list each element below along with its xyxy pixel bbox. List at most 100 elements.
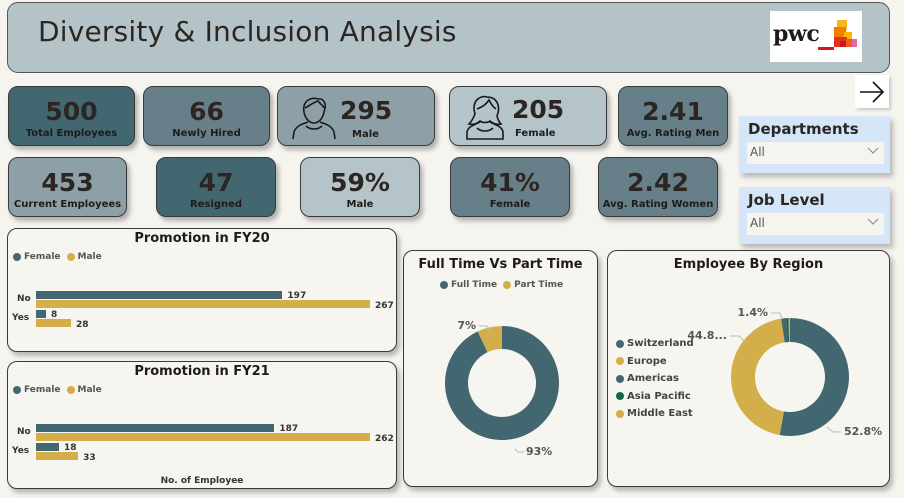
category-label: No bbox=[17, 294, 31, 304]
slicer-title: Departments bbox=[748, 120, 859, 138]
chart-legend: Female Male bbox=[13, 252, 102, 262]
legend-dot bbox=[616, 374, 624, 383]
legend-label: Asia Pacific bbox=[627, 390, 691, 402]
kpi-label: Resigned bbox=[189, 199, 243, 210]
legend-label-male: Male bbox=[77, 385, 102, 395]
leader-line bbox=[826, 426, 841, 433]
leader-line bbox=[730, 335, 746, 343]
departments-dropdown[interactable]: All bbox=[747, 142, 884, 164]
bar-female-yes bbox=[36, 443, 59, 451]
job-level-dropdown[interactable]: All bbox=[747, 213, 884, 235]
kpi-label: Male bbox=[346, 199, 374, 210]
legend-dot bbox=[616, 339, 624, 348]
header-banner: Diversity & Inclusion Analysis bbox=[7, 2, 890, 73]
data-label: 52.8% bbox=[844, 425, 882, 438]
kpi-label: Avg. Rating Women bbox=[602, 199, 714, 210]
kpi-avg-rating-women: 2.42 Avg. Rating Women bbox=[598, 157, 718, 217]
departments-slicer: Departments All bbox=[739, 116, 890, 173]
kpi-current-employees: 453 Current Employees bbox=[8, 157, 127, 217]
chart-title: Full Time Vs Part Time bbox=[418, 257, 583, 272]
logo-block bbox=[846, 39, 852, 47]
female-person-icon bbox=[466, 95, 504, 140]
kpi-value: 2.42 bbox=[627, 168, 689, 197]
legend-dot-female bbox=[13, 386, 21, 394]
chart-title: Promotion in FY21 bbox=[134, 364, 270, 379]
kpi-value: 453 bbox=[41, 168, 94, 197]
kpi-value: 2.41 bbox=[642, 97, 704, 126]
kpi-avg-rating-men: 2.41 Avg. Rating Men bbox=[618, 86, 728, 146]
kpi-resigned: 47 Resigned bbox=[156, 157, 276, 217]
slice-americas bbox=[781, 318, 788, 343]
bar-female-no bbox=[36, 291, 283, 299]
legend-dot-full-time bbox=[440, 281, 448, 289]
legend-dot-male bbox=[66, 253, 75, 261]
category-label: Yes bbox=[12, 446, 30, 456]
kpi-newly-hired: 66 Newly Hired bbox=[143, 86, 270, 146]
kpi-female-percent: 41% Female bbox=[450, 157, 570, 217]
data-label: 33 bbox=[83, 453, 96, 463]
x-axis-title: No. of Employee bbox=[160, 476, 244, 486]
job-level-slicer: Job Level All bbox=[739, 187, 890, 244]
leader-line bbox=[514, 448, 524, 453]
data-label: 7% bbox=[457, 319, 476, 332]
bar-male-no bbox=[36, 300, 370, 308]
slice-full-time bbox=[445, 326, 559, 440]
category-label: No bbox=[17, 427, 31, 437]
region-legend: Switzerland Europe Americas Asia Pacific Mid… bbox=[616, 335, 694, 423]
legend-dot bbox=[616, 357, 624, 366]
data-label: 197 bbox=[287, 291, 307, 301]
data-label: 18 bbox=[63, 443, 77, 453]
legend-label-male: Male bbox=[77, 252, 102, 262]
logo-underline bbox=[818, 47, 834, 50]
category-label: Yes bbox=[12, 313, 30, 323]
slice-switzerland bbox=[779, 318, 850, 436]
kpi-label: Male bbox=[352, 129, 379, 140]
pwc-logo: pwc bbox=[770, 11, 862, 62]
kpi-total-employees: 500 Total Employees bbox=[8, 86, 135, 146]
kpi-value: 500 bbox=[45, 97, 98, 126]
legend-item-americas: Americas bbox=[616, 370, 694, 388]
data-label: 93% bbox=[526, 445, 552, 458]
chart-legend: Full Time Part Time bbox=[440, 280, 563, 290]
page-title: Diversity & Inclusion Analysis bbox=[38, 15, 457, 48]
promotion-fy21-chart: Promotion in FY21 Female Male No. of Emp… bbox=[7, 361, 397, 489]
kpi-value: 41% bbox=[480, 168, 540, 197]
legend-dot-part-time bbox=[503, 281, 512, 289]
data-label: 1.4% bbox=[737, 306, 768, 319]
bar-female-yes bbox=[36, 310, 46, 318]
legend-label: Americas bbox=[627, 373, 679, 385]
logo-block bbox=[852, 39, 857, 47]
legend-label-female: Female bbox=[24, 252, 61, 262]
leader-line bbox=[479, 325, 491, 332]
promotion-fy20-chart: Promotion in FY20 Female Male No 197 267 Ye… bbox=[7, 228, 397, 352]
bar-male-yes bbox=[36, 319, 72, 327]
data-label: 262 bbox=[375, 434, 394, 444]
bar-female-no bbox=[36, 424, 275, 432]
kpi-value: 66 bbox=[189, 97, 224, 126]
kpi-label: Current Employees bbox=[13, 199, 122, 210]
kpi-label: Avg. Rating Men bbox=[626, 128, 720, 139]
legend-label: Switzerland bbox=[627, 338, 694, 350]
legend-label-full-time: Full Time bbox=[451, 280, 498, 290]
data-label: 267 bbox=[375, 301, 394, 311]
logo-block bbox=[840, 41, 846, 47]
legend-dot bbox=[616, 392, 624, 401]
dropdown-value: All bbox=[750, 216, 765, 230]
chevron-down-icon bbox=[867, 218, 879, 225]
kpi-label: Newly Hired bbox=[172, 128, 241, 139]
slicer-title: Job Level bbox=[748, 191, 825, 209]
legend-item-switzerland: Switzerland bbox=[616, 335, 694, 353]
arrow-right-icon bbox=[860, 80, 885, 103]
next-page-button[interactable] bbox=[855, 75, 889, 108]
employee-by-region-chart: Employee By Region Switzerland Europe Amer… bbox=[607, 250, 890, 487]
legend-label: Middle East bbox=[627, 408, 693, 420]
slice-asia-pacific bbox=[786, 318, 790, 343]
chart-title: Promotion in FY20 bbox=[134, 231, 270, 246]
kpi-value: 47 bbox=[198, 168, 234, 197]
logo-text: pwc bbox=[773, 21, 820, 47]
legend-dot-female bbox=[13, 253, 21, 261]
legend-dot-male bbox=[66, 386, 75, 394]
bar-male-yes bbox=[36, 452, 79, 460]
legend-item-asia-pacific: Asia Pacific bbox=[616, 388, 694, 406]
chart-title: Employee By Region bbox=[673, 257, 824, 272]
